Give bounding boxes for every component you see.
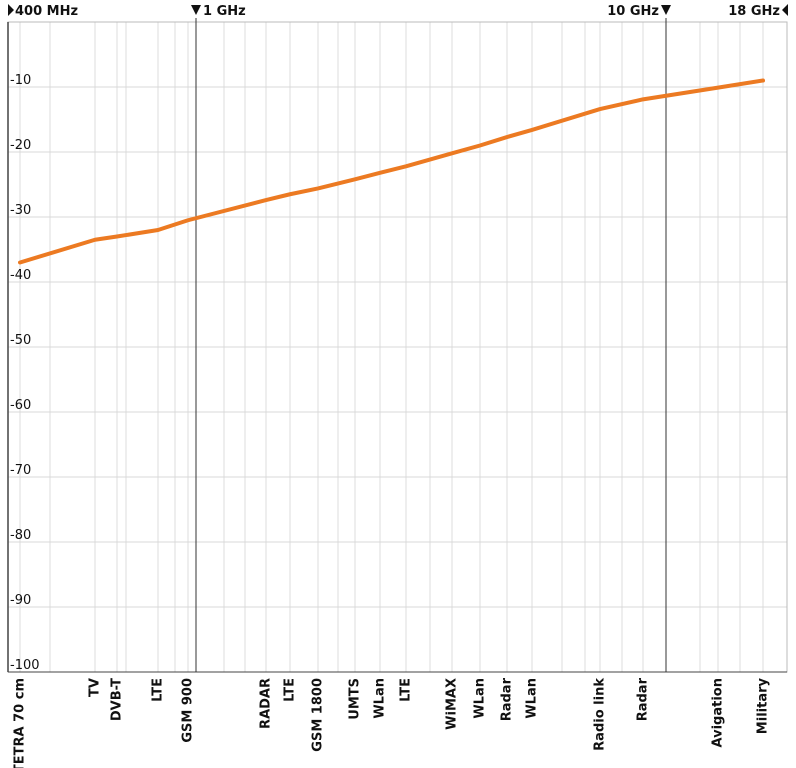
x-tick-label: WLan (473, 678, 488, 719)
y-tick-label: -40 (10, 268, 31, 283)
x-tick-label: WiMAX (445, 678, 460, 730)
x-tick-label: TETRA 70 cm (13, 678, 28, 768)
data-line (18, 78, 765, 265)
arrow (191, 5, 201, 15)
arrow (782, 4, 788, 16)
x-tick-label: GSM 900 (181, 678, 196, 743)
x-tick-label: LTE (283, 678, 298, 702)
x-tick-label: Military (756, 677, 771, 734)
x-tick-label: LTE (399, 678, 414, 702)
x-tick-label: Radio link (593, 678, 608, 751)
x-tick-label: GSM 1800 (311, 678, 326, 752)
x-tick-label: TV (88, 678, 103, 697)
y-tick-label: -80 (10, 528, 31, 543)
arrow (661, 5, 671, 15)
x-tick-label: Avigation (711, 678, 726, 747)
x-tick-label: RADAR (259, 678, 274, 729)
y-tick-label: -50 (10, 333, 31, 348)
y-tick-label: -30 (10, 203, 31, 218)
y-tick-label: -70 (10, 463, 31, 478)
annotation: 1 GHz (203, 4, 246, 19)
x-tick-label: DVB-T (110, 678, 125, 721)
annotation: 400 MHz (15, 4, 78, 19)
y-tick-label: -100 (10, 658, 40, 673)
annotation: 10 GHz (607, 4, 659, 19)
y-tick-label: -90 (10, 593, 31, 608)
x-tick-label: Radar (636, 677, 651, 721)
annotation: 18 GHz (728, 4, 780, 19)
y-tick-label: -60 (10, 398, 31, 413)
y-tick-label: -20 (10, 138, 31, 153)
x-tick-label: Radar (500, 677, 515, 721)
arrow (8, 4, 14, 16)
x-tick-label: UMTS (348, 678, 363, 720)
y-tick-label: -10 (10, 73, 31, 88)
x-tick-label: WLan (525, 678, 540, 719)
x-tick-label: WLan (373, 678, 388, 719)
x-tick-label: LTE (151, 678, 166, 702)
